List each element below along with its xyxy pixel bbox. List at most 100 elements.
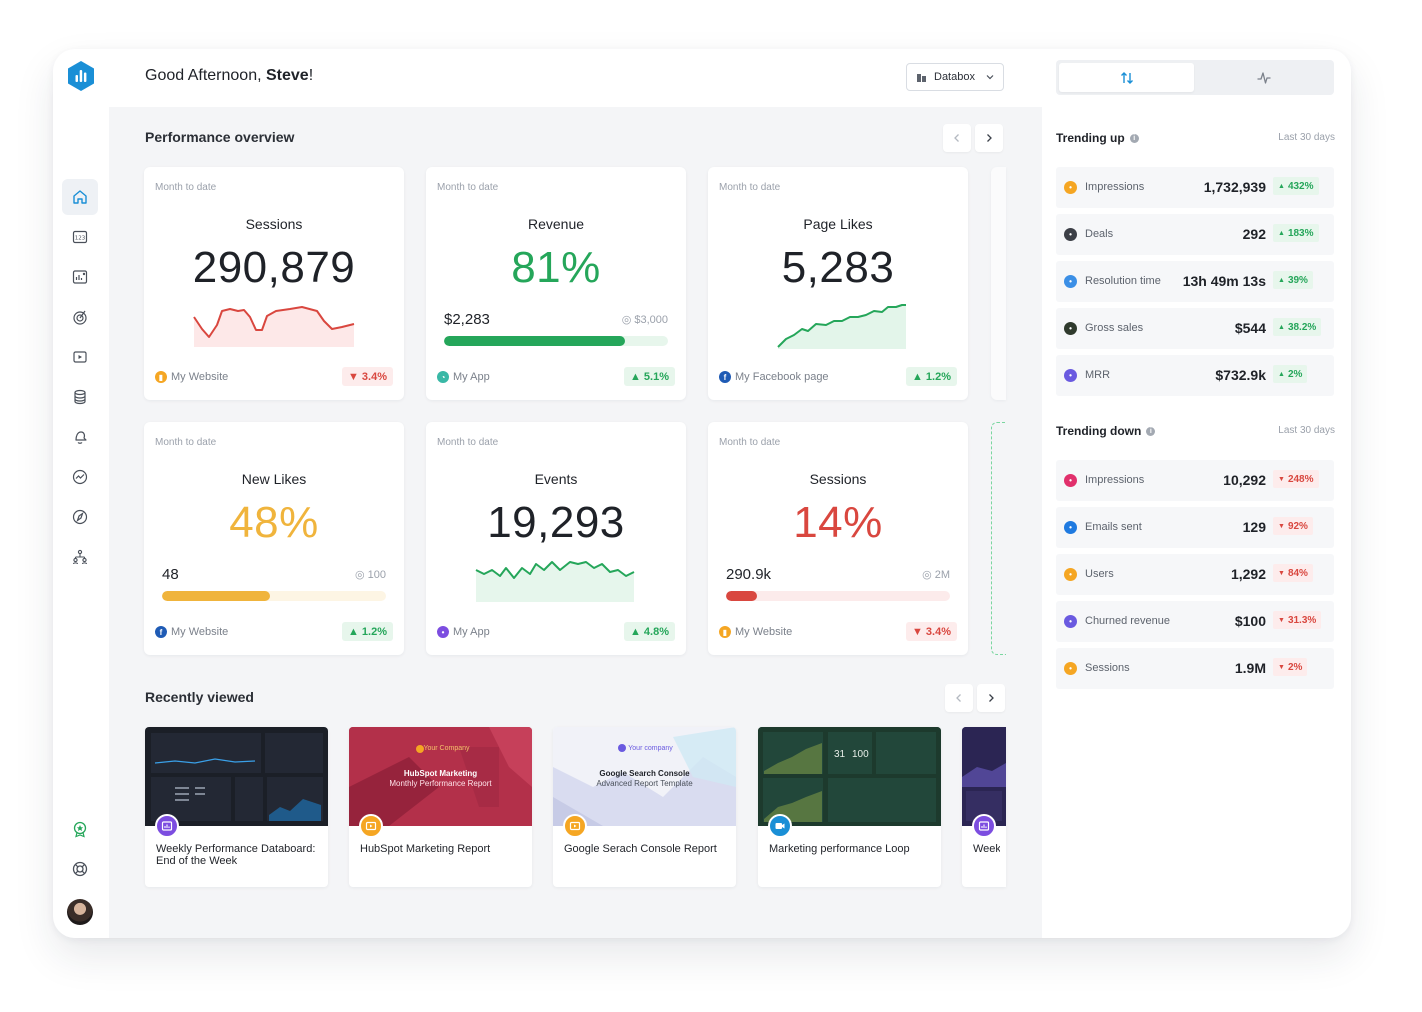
trending-metric-row[interactable]: • Resolution time 13h 49m 13s ▲ 39% — [1056, 261, 1334, 302]
trending-metric-row[interactable]: • MRR $732.9k ▲ 2% — [1056, 355, 1334, 396]
metric-value: 10,292 — [1223, 472, 1266, 488]
thumbnail-value: 31 — [834, 749, 846, 760]
add-card-placeholder[interactable] — [991, 422, 1006, 655]
card-change-badge: ▼ 3.4% — [906, 622, 957, 641]
greeting: Good Afternoon, Steve! — [145, 67, 314, 84]
next-card-peek[interactable] — [991, 167, 1006, 400]
card-period: Month to date — [719, 437, 781, 448]
trending-metric-row[interactable]: • Emails sent 129 ▼ 92% — [1056, 507, 1334, 548]
card-source: ◔ My App — [437, 371, 490, 383]
card-change-badge: ▲ 4.8% — [624, 622, 675, 641]
report-icon — [563, 814, 587, 838]
arrow-down-icon: ▼ — [348, 370, 359, 383]
trending-metric-row[interactable]: • Deals 292 ▲ 183% — [1056, 214, 1334, 255]
nav-analytics-icon[interactable] — [62, 459, 98, 495]
account-selector[interactable]: Databox — [906, 63, 1004, 91]
nav-metrics-icon[interactable]: 123 — [62, 219, 98, 255]
top-header: Good Afternoon, Steve! Databox — [109, 49, 1042, 107]
sort-arrows-icon — [1120, 71, 1133, 84]
performance-next-button[interactable] — [975, 124, 1003, 152]
user-avatar[interactable] — [67, 899, 93, 925]
trending-metric-row[interactable]: • Churned revenue $100 ▼ 31.3% — [1056, 601, 1334, 642]
tab-trending[interactable] — [1059, 63, 1194, 92]
recent-item-title: Weekly Performance Databoard: End of the… — [156, 843, 316, 867]
recent-item[interactable]: Weekly Performance Databoard: End of the… — [145, 727, 328, 887]
trending-metric-row[interactable]: • Gross sales $544 ▲ 38.2% — [1056, 308, 1334, 349]
arrow-up-icon: ▲ — [1278, 323, 1285, 331]
trending-metric-row[interactable]: • Users 1,292 ▼ 84% — [1056, 554, 1334, 595]
recent-item[interactable]: 31 100 Marketing performance Loop — [758, 727, 941, 887]
nav-home-icon[interactable] — [62, 179, 98, 215]
trending-metric-row[interactable]: • Impressions 1,732,939 ▲ 432% — [1056, 167, 1334, 208]
svg-text:123: 123 — [75, 236, 86, 242]
metric-change-badge: ▼ 2% — [1273, 658, 1308, 676]
metric-card-sessions-goal[interactable]: Month to date Sessions 14% 290.9k ◎ 2M ▮ M… — [708, 422, 968, 655]
info-icon[interactable]: i — [1146, 426, 1156, 436]
recent-thumbnail: Your company Google Search Console Advan… — [553, 727, 736, 826]
trending-down-period: Last 30 days — [1278, 425, 1335, 436]
facebook-icon: f — [719, 371, 731, 383]
metric-card-new-likes[interactable]: Month to date New Likes 48% 48 ◎ 100 f My … — [144, 422, 404, 655]
metric-card-events[interactable]: Month to date Events 19,293 • My App ▲ 4.8… — [426, 422, 686, 655]
nav-data-sources-icon[interactable] — [62, 379, 98, 415]
trending-up-period: Last 30 days — [1278, 132, 1335, 143]
nav-databoards-icon[interactable] — [62, 259, 98, 295]
nav-alerts-icon[interactable] — [62, 419, 98, 455]
nav-rewards-icon[interactable] — [62, 811, 98, 847]
card-source: f My Website — [155, 626, 228, 638]
thumbnail-brand: Your company — [628, 745, 673, 752]
nav-reports-icon[interactable] — [62, 339, 98, 375]
card-title: Revenue — [527, 216, 585, 232]
recent-thumbnail: 31 100 — [758, 727, 941, 826]
metric-card-revenue[interactable]: Month to date Revenue 81% $2,283 ◎ $3,000… — [426, 167, 686, 400]
metric-label: Churned revenue — [1085, 615, 1171, 627]
databox-logo-icon[interactable] — [67, 61, 95, 91]
recent-next-button[interactable] — [977, 684, 1005, 712]
google-analytics-icon: ▮ — [155, 371, 167, 383]
trending-metric-row[interactable]: • Sessions 1.9M ▼ 2% — [1056, 648, 1334, 689]
metric-value: 1,732,939 — [1203, 179, 1266, 195]
card-value: 81% — [511, 243, 601, 292]
metric-label: Sessions — [1085, 662, 1130, 674]
arrow-down-icon: ▼ — [1278, 522, 1285, 530]
info-icon[interactable]: i — [1129, 133, 1139, 143]
arrow-up-icon: ▲ — [1278, 229, 1285, 237]
card-current-value: 290.9k — [726, 566, 772, 583]
performance-prev-button[interactable] — [943, 124, 971, 152]
recently-viewed-title: Recently viewed — [145, 689, 254, 705]
recent-prev-button[interactable] — [945, 684, 973, 712]
trending-metric-row[interactable]: • Impressions 10,292 ▼ 248% — [1056, 460, 1334, 501]
app-icon: • — [437, 626, 449, 638]
recent-item[interactable]: Your company Google Search Console Advan… — [553, 727, 736, 887]
recent-item[interactable]: Your Company HubSpot Marketing Monthly P… — [349, 727, 532, 887]
card-change-badge: ▲ 1.2% — [906, 367, 957, 386]
tab-activity[interactable] — [1196, 63, 1331, 92]
metric-label: Impressions — [1085, 474, 1145, 486]
source-icon: • — [1064, 322, 1077, 335]
loop-icon — [768, 814, 792, 838]
source-icon: • — [1064, 275, 1077, 288]
arrow-up-icon: ▲ — [1278, 276, 1285, 284]
card-period: Month to date — [155, 437, 217, 448]
nav-team-icon[interactable] — [62, 539, 98, 575]
trending-tabs — [1056, 60, 1334, 95]
metric-card-sessions[interactable]: Month to date Sessions 290,879 ▮ My Websi… — [144, 167, 404, 400]
nav-goals-icon[interactable] — [62, 299, 98, 335]
metric-card-page-likes[interactable]: Month to date Page Likes 5,283 f My Faceb… — [708, 167, 968, 400]
nav-benchmarks-icon[interactable] — [62, 499, 98, 535]
metric-label: Deals — [1085, 228, 1114, 240]
card-progress-bar — [726, 591, 950, 601]
thumbnail-subtitle: Advanced Report Template — [596, 779, 693, 788]
card-value: 48% — [229, 498, 319, 547]
card-title: New Likes — [241, 471, 307, 487]
card-value: 19,293 — [487, 498, 625, 547]
metric-label: Impressions — [1085, 181, 1145, 193]
card-goal: ◎ $3,000 — [621, 313, 668, 327]
source-icon: • — [1064, 369, 1077, 382]
card-title: Sessions — [809, 471, 867, 487]
card-change-badge: ▼ 3.4% — [342, 367, 393, 386]
arrow-up-icon: ▲ — [630, 625, 641, 638]
recent-item[interactable]: Weekly End of — [962, 727, 1006, 887]
chevron-down-icon — [986, 75, 994, 80]
nav-help-icon[interactable] — [62, 851, 98, 887]
